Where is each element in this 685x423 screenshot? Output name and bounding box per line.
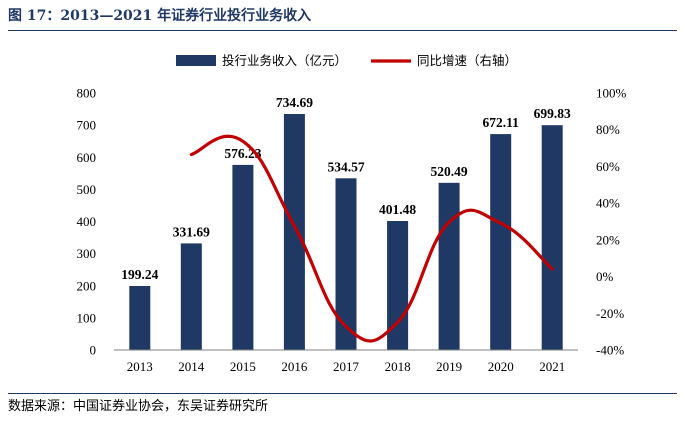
- left-y-tick-label: 100: [77, 310, 97, 325]
- legend-bar-label: 投行业务收入（亿元）: [222, 53, 347, 68]
- bar-label-2019: 520.49: [431, 164, 468, 179]
- line-series: [189, 134, 554, 343]
- left-y-tick-label: 300: [77, 246, 97, 261]
- x-tick-label: 2016: [281, 359, 308, 374]
- left-y-tick-label: 500: [77, 182, 97, 197]
- x-tick-label: 2018: [385, 359, 411, 374]
- bar-label-2017: 534.57: [327, 159, 364, 174]
- right-y-tick-label: 0%: [596, 269, 614, 284]
- bar-label-2018: 401.48: [379, 202, 416, 217]
- left-y-tick-label: 400: [77, 214, 97, 229]
- legend-bar-swatch: [176, 55, 216, 66]
- x-tick-label: 2013: [127, 359, 153, 374]
- legend-line-label: 同比增速（右轴）: [417, 53, 517, 68]
- bar-data-labels: 199.24331.69576.23734.69534.57401.48520.…: [121, 95, 571, 282]
- right-y-tick-label: 40%: [596, 196, 620, 211]
- source-note: 数据来源：中国证券业协会，东吴证券研究所: [8, 399, 269, 414]
- bar-2019: [438, 182, 460, 350]
- left-y-tick-label: 600: [77, 150, 97, 165]
- bar-2016: [283, 114, 305, 350]
- source-rule: [8, 393, 677, 394]
- title-rule: [8, 30, 677, 31]
- left-y-tick-label: 800: [77, 86, 97, 101]
- x-tick-label: 2014: [178, 359, 205, 374]
- right-y-tick-label: 60%: [596, 159, 620, 174]
- bar-2020: [490, 134, 512, 350]
- right-y-tick-label: -40%: [596, 343, 624, 358]
- bar-label-2021: 699.83: [534, 106, 571, 121]
- figure-title: 图 17：2013—2021 年证券行业投行业务收入: [8, 8, 312, 24]
- x-tick-label: 2021: [539, 359, 565, 374]
- bar-2021: [541, 125, 563, 350]
- bar-2013: [129, 286, 151, 350]
- bar-2017: [335, 178, 357, 350]
- x-tick-label: 2015: [230, 359, 256, 374]
- right-y-tick-label: 100%: [596, 86, 627, 101]
- right-y-tick-label: 20%: [596, 232, 620, 247]
- left-y-tick-label: 0: [90, 343, 97, 358]
- bar-label-2020: 672.11: [483, 115, 520, 130]
- left-y-tick-label: 700: [77, 118, 97, 133]
- x-tick-label: 2020: [488, 359, 514, 374]
- axes: 2013 2014 2015 2016 2017 2018 2019 2020 2021 0 100…: [77, 86, 627, 375]
- bar-label-2014: 331.69: [173, 224, 210, 239]
- bar-label-2016: 734.69: [276, 95, 313, 110]
- bar-2015: [232, 164, 254, 350]
- bar-2014: [180, 243, 202, 350]
- growth-line: [189, 134, 554, 343]
- right-y-tick-label: -20%: [596, 306, 624, 321]
- bar-label-2013: 199.24: [121, 267, 158, 282]
- x-tick-label: 2017: [333, 359, 360, 374]
- x-tick-label: 2019: [436, 359, 462, 374]
- left-y-tick-label: 200: [77, 278, 97, 293]
- legend: 投行业务收入（亿元） 同比增速（右轴）: [176, 53, 517, 68]
- right-y-tick-label: 80%: [596, 122, 620, 137]
